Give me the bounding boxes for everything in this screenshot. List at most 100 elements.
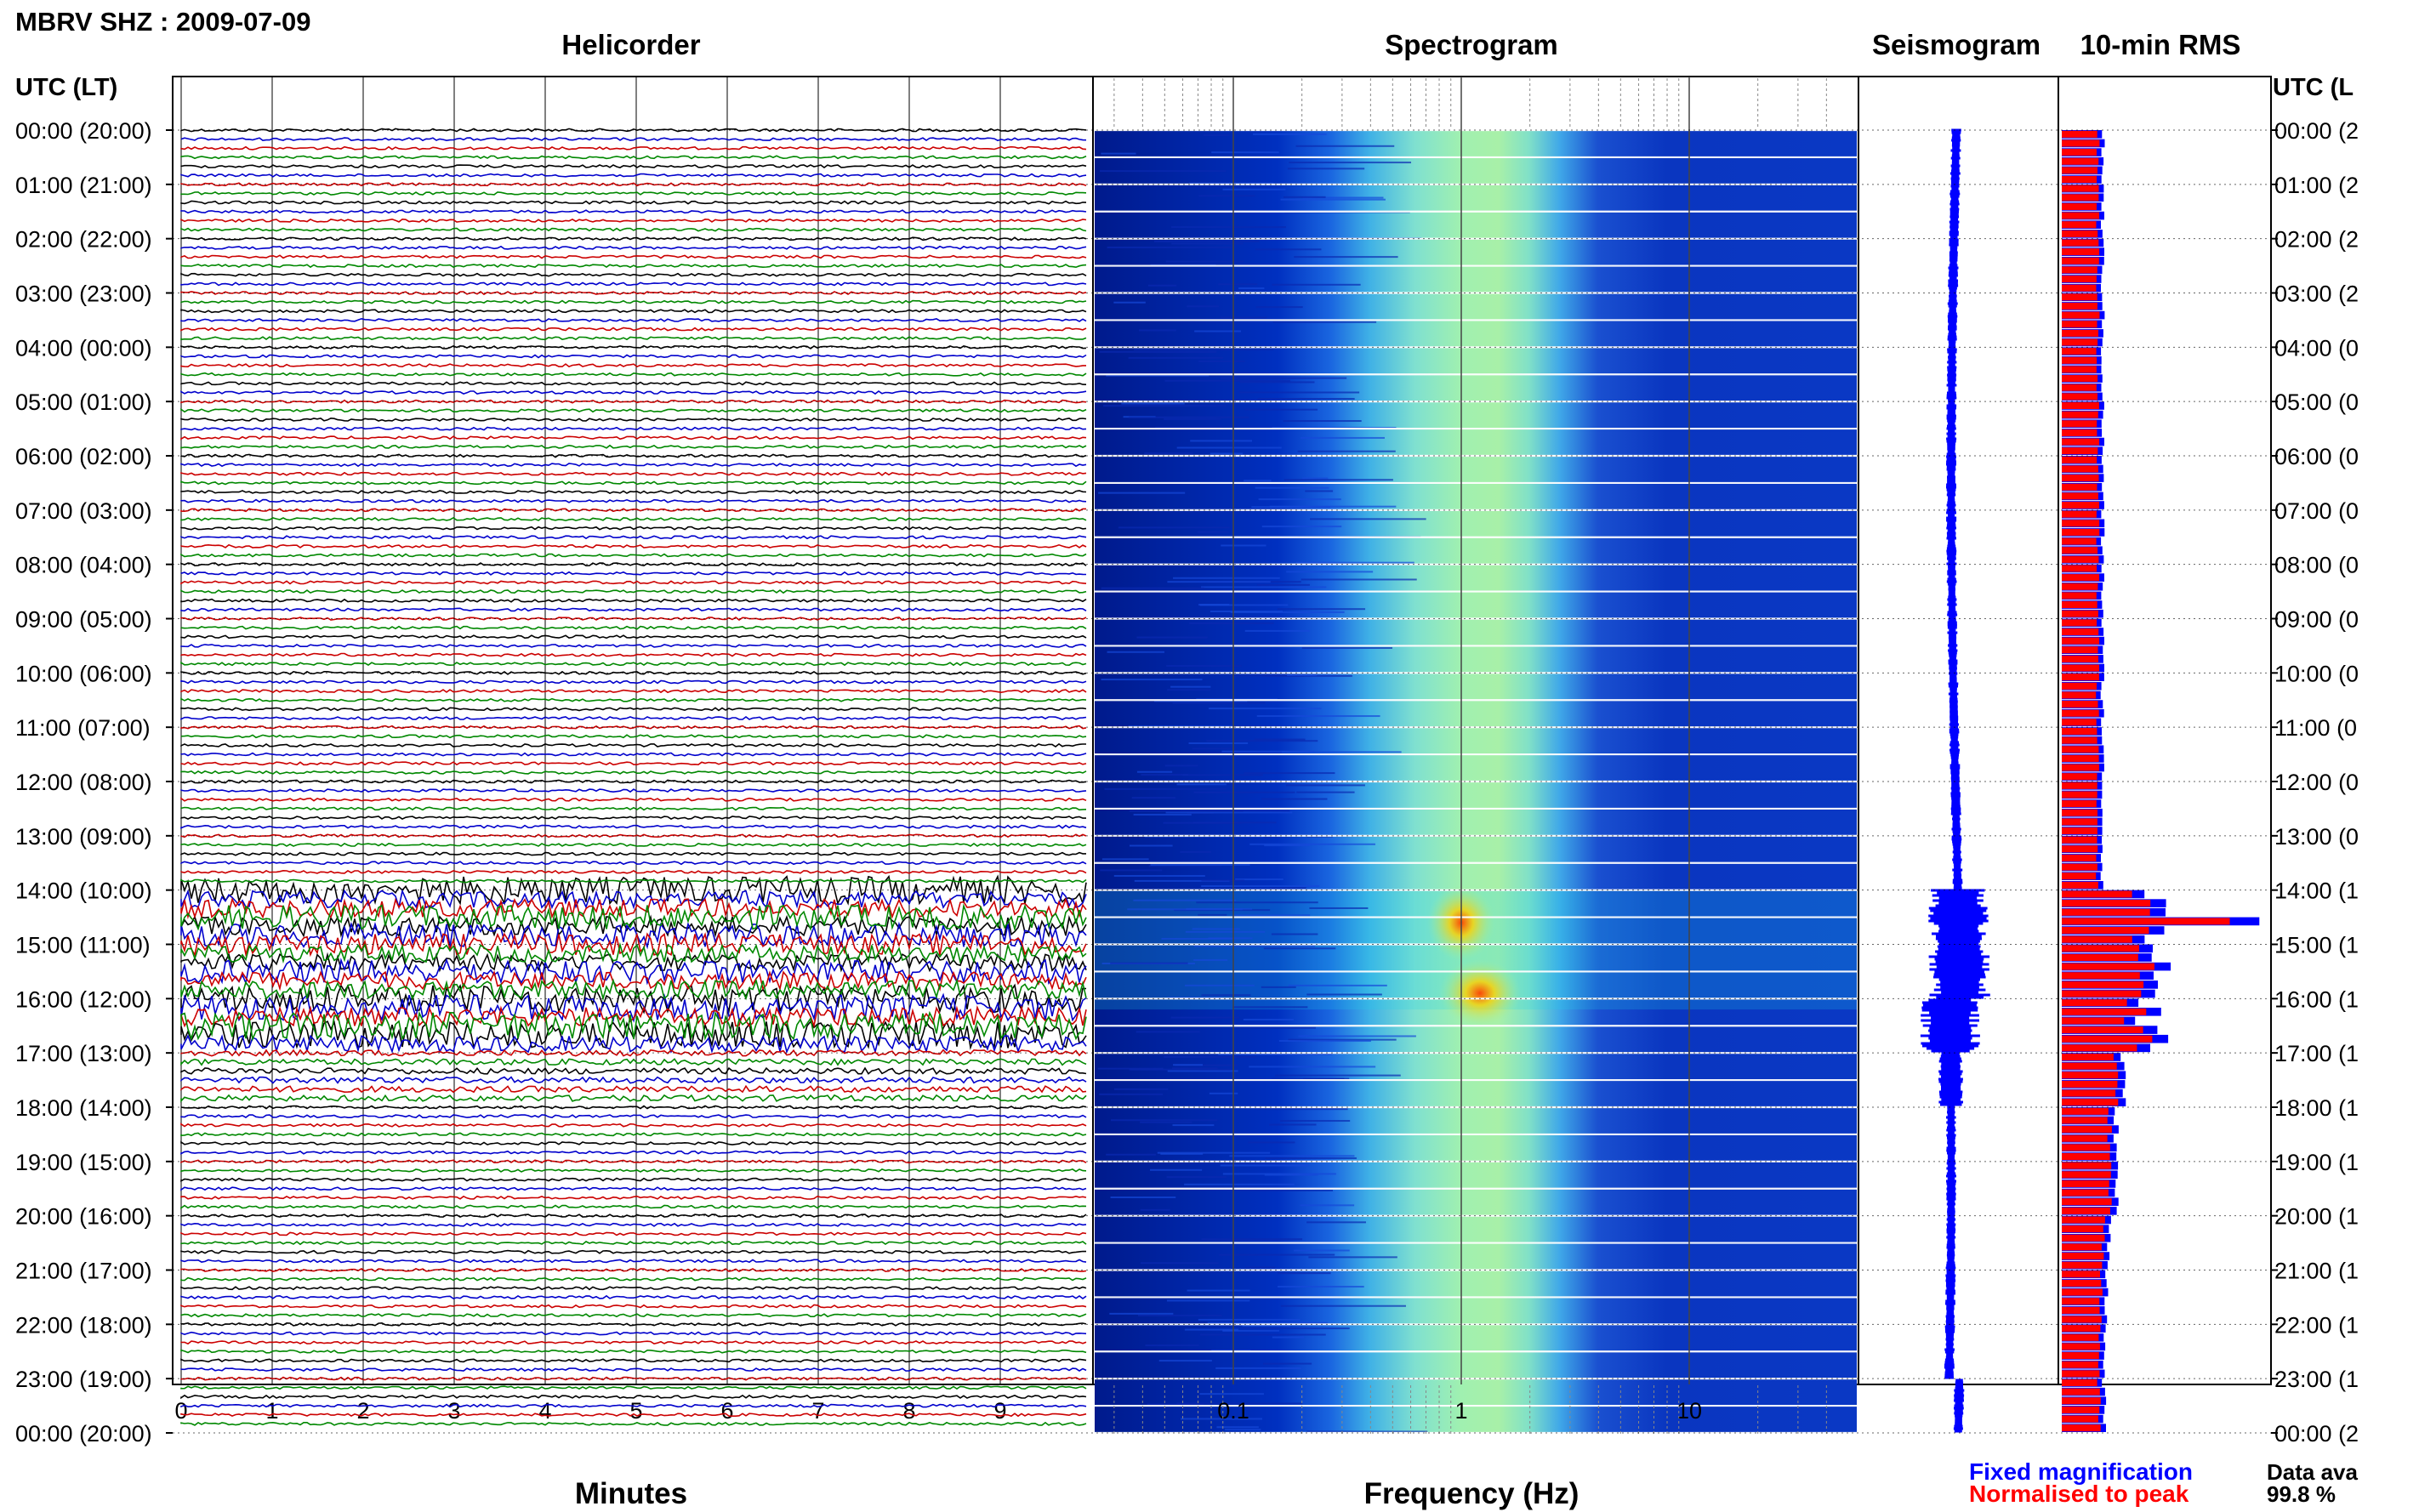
spectrogram-texture bbox=[1133, 899, 1237, 901]
helicorder-frame bbox=[172, 76, 1094, 1385]
spectrogram-texture bbox=[1137, 1314, 1222, 1316]
rms-bar-normalised bbox=[2062, 1162, 2112, 1169]
rms-bar-normalised bbox=[2062, 972, 2140, 980]
time-label-right: 18:00 (1 bbox=[2274, 1095, 2359, 1121]
time-label-left: 05:00 (01:00) bbox=[15, 389, 152, 415]
helicorder-x-tick-label: 8 bbox=[902, 1398, 915, 1424]
spectrogram-texture bbox=[1216, 1426, 1259, 1429]
spectrogram-texture bbox=[1222, 1329, 1280, 1332]
rms-bar-normalised bbox=[2062, 601, 2097, 609]
time-label-left: 00:00 (20:00) bbox=[15, 118, 152, 144]
rms-bar-normalised bbox=[2062, 719, 2097, 726]
spectrogram-texture bbox=[1280, 1305, 1406, 1307]
spectrogram-texture bbox=[1210, 452, 1243, 455]
spectrogram-texture bbox=[1099, 350, 1217, 353]
spectrogram-texture bbox=[1194, 330, 1242, 333]
rms-bar-normalised bbox=[2062, 881, 2098, 889]
rms-bar-normalised bbox=[2062, 1279, 2102, 1287]
spectrogram-texture bbox=[1280, 198, 1386, 201]
rms-bar-normalised bbox=[2062, 329, 2098, 337]
spectrogram-texture bbox=[1101, 858, 1149, 861]
spectrogram-texture bbox=[1129, 810, 1244, 812]
rms-bar-normalised bbox=[2062, 510, 2097, 518]
rms-bar-normalised bbox=[2062, 1333, 2099, 1341]
spectrogram-texture bbox=[1099, 1093, 1164, 1095]
rms-bar-normalised bbox=[2062, 366, 2097, 373]
helicorder-trace bbox=[180, 137, 1087, 1408]
spectrogram-texture bbox=[1242, 1325, 1291, 1327]
spectrogram-texture bbox=[1269, 505, 1397, 508]
spectrogram-texture bbox=[1145, 1344, 1199, 1347]
spectrogram-texture bbox=[1101, 587, 1204, 589]
spectrogram-texture bbox=[1097, 1067, 1164, 1070]
rms-bar-normalised bbox=[2062, 212, 2099, 219]
time-label-left: 04:00 (00:00) bbox=[15, 335, 152, 361]
spectrogram-texture bbox=[1265, 1157, 1357, 1159]
rms-bar-normalised bbox=[2062, 1071, 2119, 1079]
time-label-left: 23:00 (19:00) bbox=[15, 1367, 152, 1392]
spectrogram-texture bbox=[1222, 1173, 1336, 1175]
rms-bar-normalised bbox=[2062, 574, 2099, 582]
spectrogram-texture bbox=[1201, 884, 1320, 887]
spectrogram-texture bbox=[1164, 379, 1290, 382]
rms-bar-normalised bbox=[2062, 736, 2097, 744]
rms-bar-normalised bbox=[2062, 384, 2097, 391]
time-label-right: 14:00 (1 bbox=[2274, 878, 2359, 904]
rms-bar-normalised bbox=[2062, 818, 2097, 826]
spectrogram-texture bbox=[1184, 1183, 1295, 1185]
data-availability-label: Data ava bbox=[2267, 1459, 2358, 1485]
helicorder-x-tick-label: 2 bbox=[356, 1398, 369, 1424]
spectrogram-texture bbox=[1233, 1026, 1316, 1029]
spectrogram-texture bbox=[1297, 450, 1396, 452]
spectrogram-texture bbox=[1199, 1333, 1326, 1336]
rms-bar-normalised bbox=[2062, 1225, 2103, 1233]
spectrogram-texture bbox=[1218, 283, 1258, 286]
rms-bar-normalised bbox=[2062, 619, 2097, 627]
spectrogram-texture bbox=[1282, 751, 1402, 753]
rms-bar-normalised bbox=[2062, 727, 2097, 736]
rms-bar-normalised bbox=[2062, 1179, 2109, 1187]
rms-bar-normalised bbox=[2062, 637, 2099, 645]
rms-bar-normalised bbox=[2062, 1253, 2104, 1260]
spectrogram-texture bbox=[1199, 1393, 1264, 1395]
time-label-right: 16:00 (1 bbox=[2274, 986, 2359, 1012]
spectrogram-texture bbox=[1170, 1016, 1240, 1019]
rms-bar-normalised bbox=[2062, 836, 2097, 844]
spectrogram-texture bbox=[1141, 1262, 1219, 1265]
data-availability-value: 99.8 % bbox=[2267, 1481, 2336, 1507]
time-label-right: 22:00 (1 bbox=[2274, 1312, 2359, 1338]
spectrogram-texture bbox=[1222, 188, 1286, 190]
spectrogram-texture bbox=[1165, 260, 1244, 263]
rms-bar-normalised bbox=[2062, 1397, 2101, 1405]
spectrogram-texture bbox=[1254, 738, 1306, 741]
spectrogram-texture bbox=[1100, 869, 1163, 872]
spectrogram-texture bbox=[1201, 1238, 1303, 1241]
rms-bar-normalised bbox=[2062, 646, 2098, 654]
rms-bar-normalised bbox=[2062, 655, 2098, 662]
helicorder-x-tick-label: 5 bbox=[629, 1398, 642, 1424]
spectrogram-texture bbox=[1208, 937, 1253, 940]
rms-bar-normalised bbox=[2062, 1343, 2100, 1350]
spectrogram-texture bbox=[1253, 133, 1327, 135]
spectrogram-texture bbox=[1167, 1070, 1238, 1072]
time-label-right: 04:00 (0 bbox=[2274, 335, 2359, 361]
spectrogram-texture bbox=[1230, 611, 1345, 613]
rms-bar-normalised bbox=[2062, 167, 2097, 174]
spectrogram-texture bbox=[1225, 1429, 1261, 1431]
spectrogram-texture bbox=[1128, 356, 1224, 359]
spectrogram-texture bbox=[1153, 240, 1260, 242]
rms-bar-normalised bbox=[2062, 1298, 2100, 1305]
spectrogram-texture bbox=[1133, 349, 1250, 351]
rms-bar-normalised bbox=[2062, 1144, 2110, 1151]
spectrogram-texture bbox=[1287, 674, 1318, 676]
rms-bar-normalised bbox=[2062, 356, 2097, 364]
spectrogram-texture bbox=[1161, 937, 1234, 940]
rms-bar-normalised bbox=[2062, 401, 2099, 410]
rms-bar-normalised bbox=[2062, 1107, 2109, 1115]
spectrogram-texture bbox=[1278, 1286, 1364, 1288]
rms-bar-normalised bbox=[2062, 1270, 2100, 1278]
rms-bar-normalised bbox=[2062, 393, 2097, 401]
rms-bar-normalised bbox=[2062, 754, 2099, 762]
time-label-right: 03:00 (2 bbox=[2274, 281, 2359, 307]
spectrogram-texture bbox=[1219, 1253, 1335, 1256]
